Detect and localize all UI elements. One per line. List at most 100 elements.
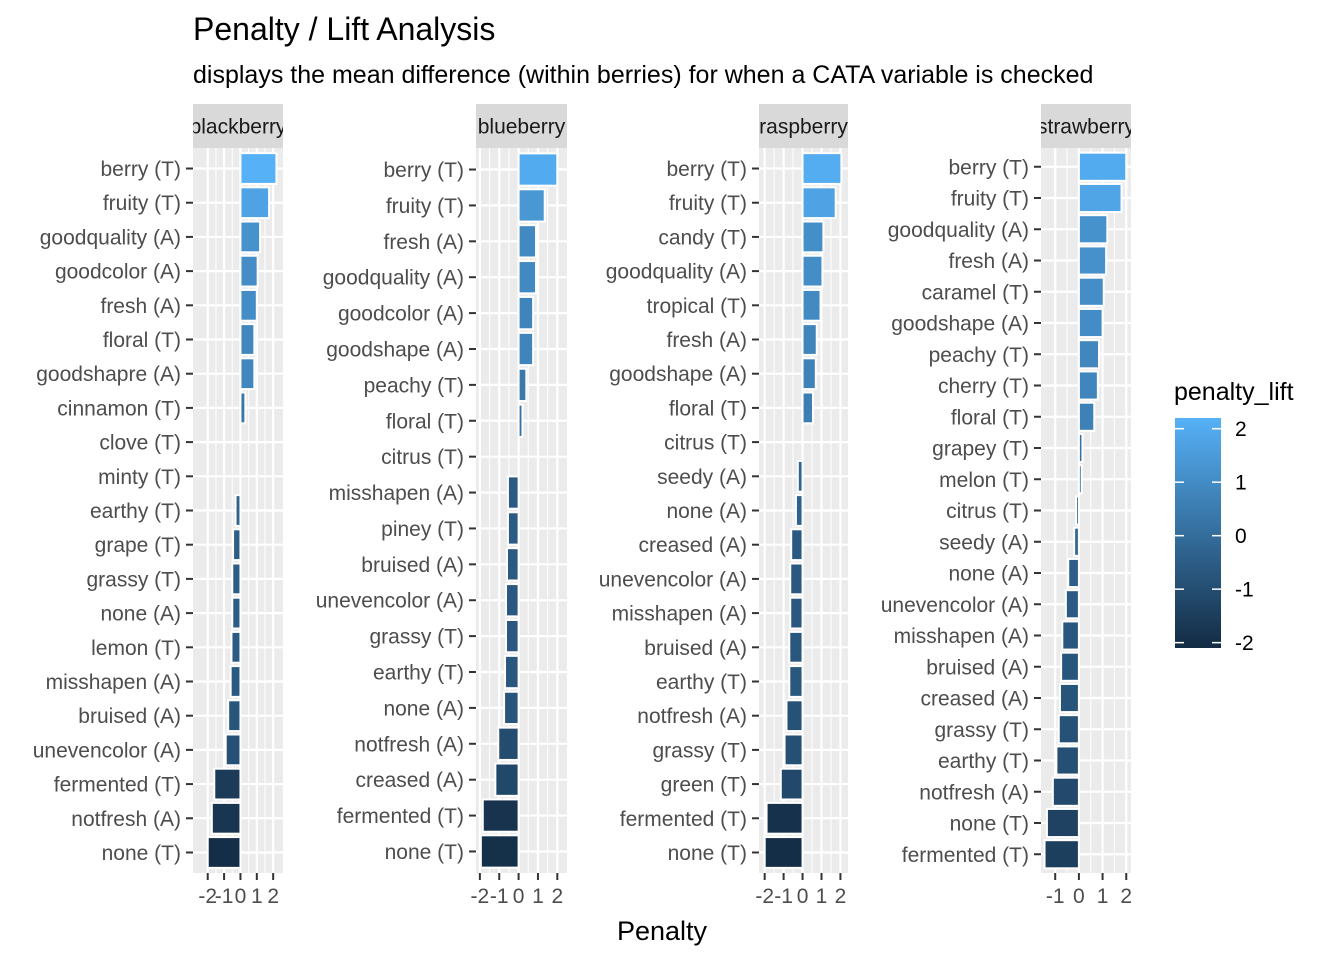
y-tick-label: goodquality (A) — [606, 261, 747, 284]
y-tick-label: cherry (T) — [938, 375, 1029, 398]
legend-label: -1 — [1235, 579, 1254, 602]
y-tick-label: notfresh (A) — [919, 781, 1029, 804]
y-tick-label: piney (T) — [381, 518, 464, 541]
x-tick-label: -2 — [755, 885, 774, 908]
x-tick-label: 2 — [835, 885, 847, 908]
bar — [239, 288, 258, 322]
y-tick-label: earthy (T) — [373, 662, 464, 685]
y-tick-label: clove (T) — [99, 432, 181, 455]
legend-label: 0 — [1235, 525, 1247, 548]
bar — [801, 152, 843, 185]
bar — [506, 475, 520, 510]
y-tick-label: goodshape (A) — [609, 363, 747, 386]
bar — [1064, 589, 1080, 620]
y-tick-label: none (A) — [948, 563, 1029, 586]
x-tick-label: 1 — [251, 885, 263, 908]
bar — [801, 357, 817, 391]
y-tick-label: none (A) — [100, 603, 181, 626]
bar — [1061, 620, 1080, 651]
y-tick-label: fresh (A) — [100, 295, 181, 318]
bars — [1043, 151, 1128, 870]
legend-label: 2 — [1235, 418, 1247, 441]
x-tick-label: 0 — [1073, 885, 1085, 908]
bar — [231, 596, 242, 630]
y-tick-label: goodshape (A) — [326, 338, 464, 361]
y-tick-label: none (T) — [668, 842, 747, 865]
strip-label: raspberry — [759, 116, 848, 139]
y-tick-label: earthy (T) — [938, 750, 1029, 773]
x-tick-label: 0 — [513, 885, 525, 908]
bar — [517, 152, 559, 187]
y-tick-label: fresh (A) — [666, 329, 747, 352]
x-tick-label: 2 — [1120, 885, 1132, 908]
chart-subtitle: displays the mean difference (within ber… — [193, 61, 1093, 89]
bar — [479, 834, 520, 869]
bar — [796, 459, 804, 493]
chart-title: Penalty / Lift Analysis — [193, 11, 495, 47]
facet-panel-raspberry: berry (T) fruity (T) candy (T) goodquality … — [599, 104, 848, 908]
y-tick-label: floral (T) — [386, 410, 464, 433]
bar — [210, 801, 242, 835]
legend-label: 1 — [1235, 472, 1247, 495]
bar — [789, 562, 804, 596]
y-tick-label: caramel (T) — [922, 281, 1029, 304]
y-tick-label: melon (T) — [939, 469, 1029, 492]
y-tick-label: creased (A) — [920, 688, 1029, 711]
category-rows: berry (T) fruity (T) goodquality (A) goodco… — [33, 158, 283, 865]
y-tick-label: notfresh (A) — [637, 705, 747, 728]
bar — [213, 767, 242, 801]
bar — [505, 583, 520, 618]
bar — [504, 654, 520, 690]
y-tick-label: goodquality (A) — [40, 226, 181, 249]
bar — [801, 186, 837, 220]
x-tick-label: 1 — [532, 885, 544, 908]
bar — [801, 391, 814, 425]
strip-background — [759, 104, 848, 148]
bar — [1067, 557, 1080, 589]
bar — [229, 665, 242, 698]
y-tick-label: unevencolor (A) — [316, 590, 464, 613]
y-tick-label: unevencolor (A) — [881, 594, 1029, 617]
y-tick-label: unevencolor (A) — [599, 568, 747, 591]
strip-label: strawberry — [1037, 116, 1136, 139]
y-tick-label: earthy (T) — [90, 500, 181, 523]
bar — [785, 699, 804, 733]
y-tick-label: bruised (A) — [78, 705, 181, 728]
facet-panel-blackberry: berry (T) fruity (T) goodquality (A) goodco… — [33, 104, 287, 908]
y-tick-label: misshapen (A) — [894, 625, 1029, 648]
bar — [1043, 839, 1080, 870]
category-rows: berry (T) fruity (T) fresh (A) goodquality … — [316, 159, 567, 864]
bars — [763, 152, 843, 869]
y-tick-label: grapey (T) — [932, 438, 1029, 461]
bar — [505, 547, 520, 582]
strip-label: blackberry — [190, 116, 287, 139]
y-tick-label: goodshapre (A) — [36, 363, 181, 386]
y-tick-label: creased (A) — [638, 534, 747, 557]
x-tick-label: -1 — [215, 885, 234, 908]
y-tick-label: tropical (T) — [647, 295, 747, 318]
y-tick-label: berry (T) — [384, 159, 465, 182]
y-tick-label: fermented (T) — [620, 808, 747, 831]
y-tick-label: fresh (A) — [948, 250, 1029, 273]
x-tick-label: 0 — [235, 885, 247, 908]
facet-panel-strawberry: berry (T) fruity (T) goodquality (A) fresh … — [881, 104, 1136, 908]
bar — [239, 254, 259, 288]
bar — [227, 699, 242, 733]
y-tick-label: fermented (T) — [337, 805, 464, 828]
bar — [231, 562, 242, 596]
y-tick-label: seedy (A) — [939, 531, 1029, 554]
y-tick-label: citrus (T) — [664, 432, 747, 455]
y-tick-label: grassy (T) — [87, 568, 182, 591]
legend-colorbar — [1175, 418, 1221, 648]
bar — [505, 618, 520, 654]
bar — [1077, 245, 1108, 276]
y-tick-label: floral (T) — [669, 397, 747, 420]
bar — [517, 188, 546, 223]
bar — [1077, 432, 1084, 464]
y-tick-label: fermented (T) — [54, 774, 181, 797]
bar — [239, 391, 247, 425]
strip-background — [476, 104, 567, 148]
bar — [224, 733, 242, 767]
y-tick-label: grassy (T) — [653, 739, 748, 762]
